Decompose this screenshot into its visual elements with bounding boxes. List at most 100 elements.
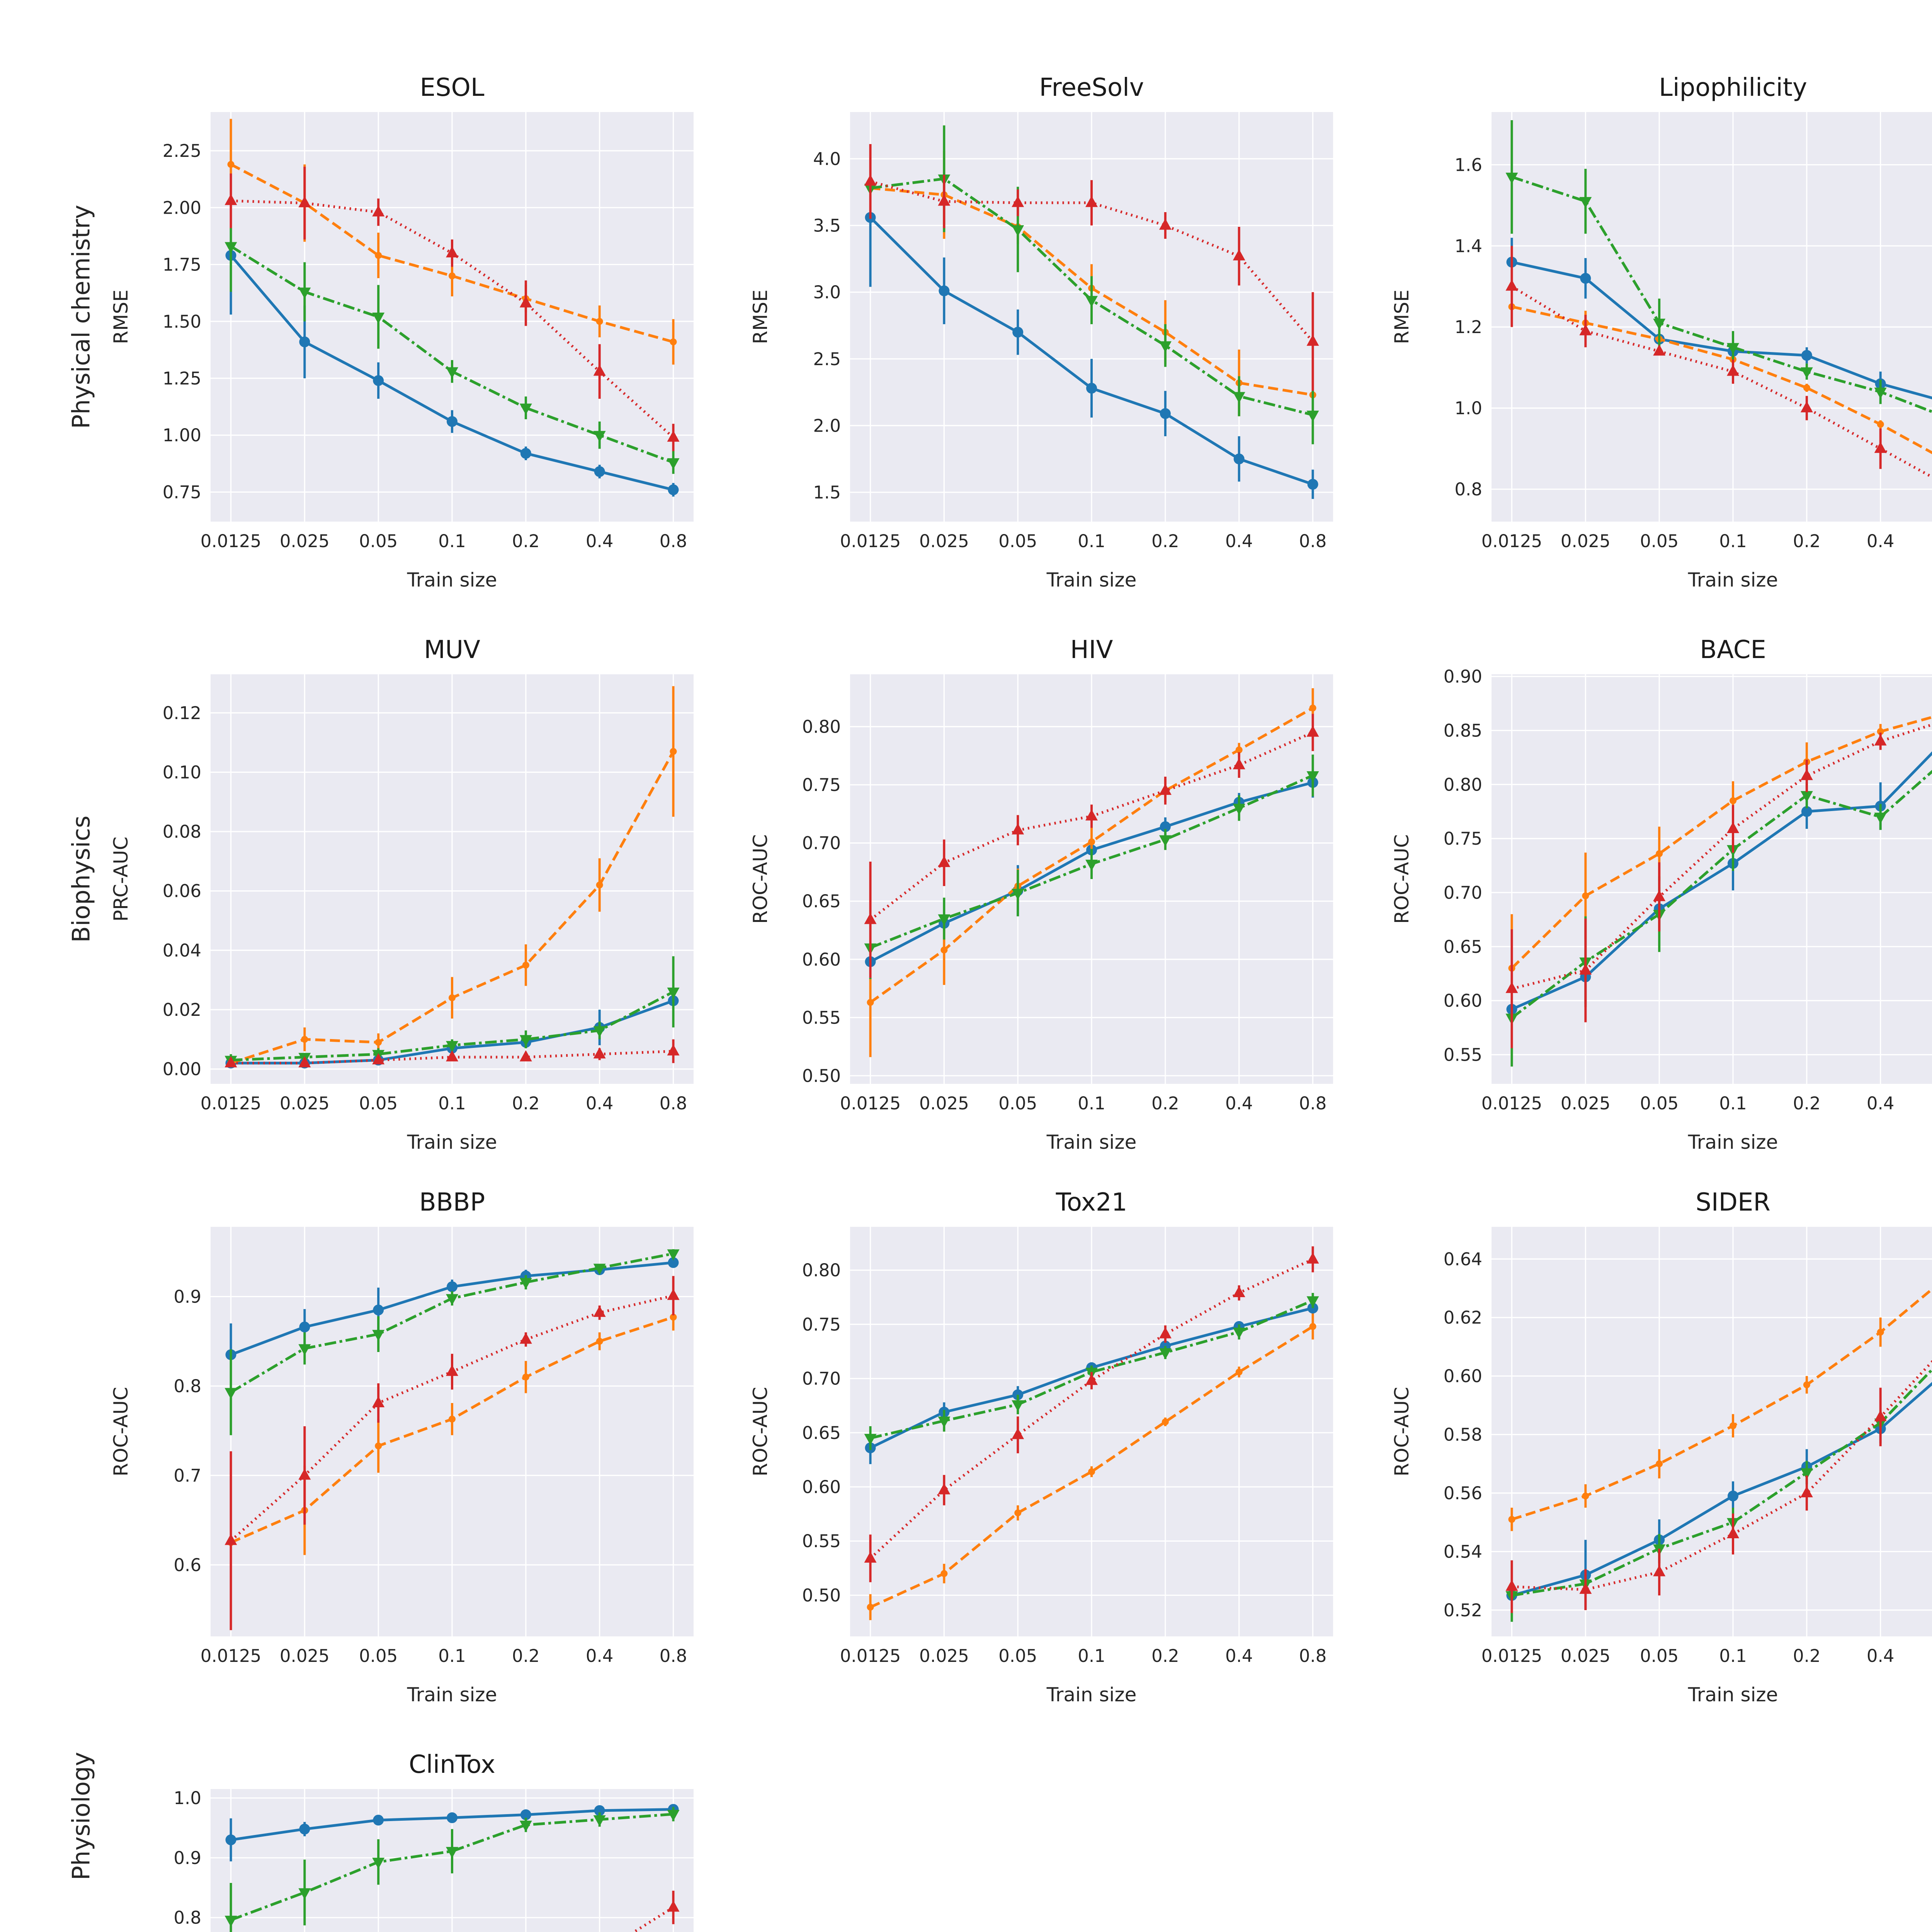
y-tick-label: 4.0 (813, 149, 841, 169)
x-tick-label: 0.05 (998, 1093, 1037, 1114)
marker-triangle-up (1012, 196, 1024, 207)
marker-circle-small (670, 338, 677, 345)
series-RNNS2S+MLP (224, 1807, 680, 1932)
x-tick-label: 0.025 (919, 1093, 969, 1114)
marker-circle-small (1088, 1468, 1095, 1475)
marker-triangle-down (1159, 835, 1172, 847)
marker-circle (373, 1304, 384, 1316)
marker-circle-small (1656, 1460, 1663, 1468)
marker-triangle-up (938, 855, 951, 867)
marker-triangle-up (519, 1050, 532, 1061)
y-tick-label: 0.90 (1444, 667, 1482, 687)
series-GraphConv (631, 1891, 680, 1932)
x-tick-label: 0.05 (998, 1646, 1037, 1666)
x-tick-label: 0.2 (1793, 1093, 1821, 1114)
y-tick-label: 3.5 (813, 215, 841, 236)
marker-circle (1086, 383, 1097, 394)
y-tick-label: 0.8 (173, 1376, 201, 1396)
marker-triangle-down (1653, 318, 1666, 330)
chart-svg-hiv: 0.50 0.55 0.60 0.65 0.70 0.75 0.80 0.0125 0.025 0… (749, 636, 1333, 1153)
marker-triangle-down (1159, 1348, 1172, 1360)
y-tick-label: 0.60 (802, 1477, 841, 1497)
x-tick-label: 0.4 (1867, 1093, 1895, 1114)
marker-triangle-up (1306, 1252, 1319, 1264)
marker-triangle-up (1800, 1486, 1813, 1497)
marker-circle-small (449, 1415, 456, 1423)
marker-triangle-up (298, 1056, 311, 1068)
marker-circle (520, 448, 531, 459)
marker-triangle-down (667, 1810, 680, 1821)
y-tick-label: 0.04 (163, 940, 201, 961)
y-tick-label: 1.0 (1454, 398, 1482, 418)
x-tick-label: 0.0125 (201, 1646, 261, 1666)
marker-triangle-up (1233, 249, 1245, 260)
plot-area (1492, 674, 1932, 1084)
chart-svg-muv: 0.00 0.02 0.04 0.06 0.08 0.10 0.12 0.0125 0.025 0… (110, 636, 694, 1153)
y-tick-label: 0.8 (1454, 479, 1482, 500)
marker-circle-small (1877, 1328, 1884, 1336)
marker-triangle-up (224, 194, 237, 205)
x-tick-label: 0.4 (1225, 1646, 1253, 1666)
marker-circle (447, 1812, 457, 1823)
marker-triangle-down (1306, 771, 1319, 782)
x-tick-label: 0.2 (512, 531, 540, 551)
marker-triangle-up (446, 1364, 458, 1376)
y-tick-label: 1.5 (813, 482, 841, 503)
marker-triangle-up (224, 1534, 237, 1545)
x-tick-label: 0.025 (280, 531, 330, 551)
y-tick-label: 0.60 (1444, 1366, 1482, 1386)
marker-triangle-up (938, 1483, 951, 1495)
x-tick-label: 0.8 (660, 531, 687, 551)
x-tick-label: 0.2 (512, 1093, 540, 1114)
marker-circle (1580, 273, 1591, 284)
y-tick-label: 0.9 (173, 1287, 201, 1307)
x-tick-label: 0.0125 (840, 1093, 901, 1114)
marker-circle (1801, 806, 1812, 817)
marker-triangle-down (224, 242, 237, 253)
marker-triangle-up (1874, 1410, 1887, 1422)
y-tick-label: 1.25 (163, 368, 201, 389)
x-tick-label: 0.1 (1078, 1646, 1105, 1666)
marker-circle-small (375, 1442, 382, 1450)
marker-circle-small (1235, 746, 1243, 753)
marker-triangle-down (298, 1344, 311, 1355)
chart-title: BACE (1700, 636, 1766, 664)
marker-triangle-up (1233, 1286, 1245, 1298)
marker-triangle-up (1012, 1428, 1024, 1439)
x-tick-label: 0.1 (438, 1646, 466, 1666)
marker-circle-small (449, 994, 456, 1002)
chart-freesolv: 1.5 2.0 2.5 3.0 3.5 4.0 0.0125 0.025 0.05 0.1 0.2 0… (723, 58, 1360, 614)
chart-clintox: 0.40.50.60.70.80.91.00.01250.0250.050.10… (83, 1735, 721, 1932)
x-tick-label: 0.1 (1719, 531, 1747, 551)
x-tick-label: 0.8 (1299, 531, 1327, 551)
marker-circle-small (1803, 1381, 1810, 1388)
marker-triangle-up (446, 1050, 458, 1061)
x-tick-label: 0.4 (1225, 531, 1253, 551)
x-tick-label: 0.025 (1561, 531, 1611, 551)
marker-triangle-up (1306, 334, 1319, 346)
marker-circle-small (1014, 1509, 1022, 1517)
marker-circle-small (1730, 797, 1736, 804)
marker-circle (1160, 821, 1171, 832)
y-tick-label: 0.75 (802, 775, 841, 795)
marker-triangle-down (1505, 172, 1518, 184)
x-tick-label: 0.2 (1151, 531, 1179, 551)
marker-triangle-down (519, 1035, 532, 1046)
marker-circle-small (1656, 850, 1663, 857)
x-tick-label: 0.0125 (201, 1093, 261, 1114)
marker-triangle-up (1085, 1374, 1098, 1385)
marker-circle-small (1162, 1418, 1169, 1425)
marker-circle-small (375, 252, 382, 259)
y-axis-label: ROC-AUC (110, 1387, 132, 1476)
series-RNNS2S+MLP (864, 754, 1319, 979)
chart-title: ClinTox (409, 1750, 495, 1779)
chart-tox21: 0.50 0.55 0.60 0.65 0.70 0.75 0.80 0.0125 0.025 0… (723, 1173, 1360, 1729)
marker-triangle-up (1579, 324, 1592, 335)
chart-svg-clintox: 0.40.50.60.70.80.91.00.01250.0250.050.10… (173, 1750, 694, 1932)
marker-triangle-down (593, 1264, 606, 1275)
marker-circle-small (867, 1604, 874, 1611)
marker-triangle-down (1233, 804, 1245, 815)
marker-triangle-up (667, 1900, 680, 1912)
marker-triangle-down (1874, 813, 1887, 824)
